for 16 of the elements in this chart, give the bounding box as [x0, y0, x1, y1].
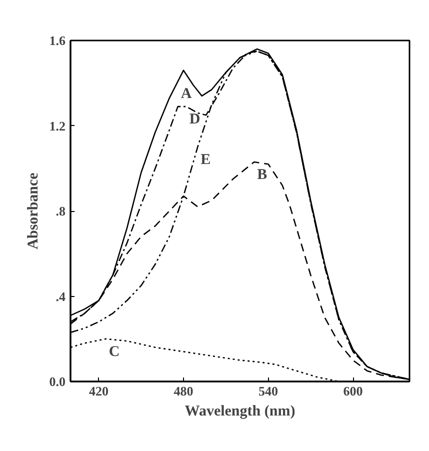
y-axis-title: Absorbance	[25, 172, 42, 250]
x-tick-label: 480	[174, 384, 194, 398]
annotation: D	[189, 112, 200, 128]
y-tick-label: 1.6	[49, 33, 66, 48]
annotation: A	[180, 86, 192, 102]
y-tick-label: .4	[56, 288, 66, 304]
y-tick-label: .8	[56, 204, 66, 218]
x-axis-title: Wavelength (nm)	[184, 404, 296, 420]
y-tick-label: 0.0	[49, 374, 66, 389]
x-tick-label: 600	[343, 384, 363, 398]
y-tick-label: 1.2	[49, 118, 66, 134]
x-tick-label: 420	[89, 384, 108, 398]
annotation: B	[257, 166, 268, 183]
annotation: C	[108, 344, 120, 360]
annotation: E	[200, 152, 211, 168]
x-tick-label: 540	[258, 384, 278, 398]
